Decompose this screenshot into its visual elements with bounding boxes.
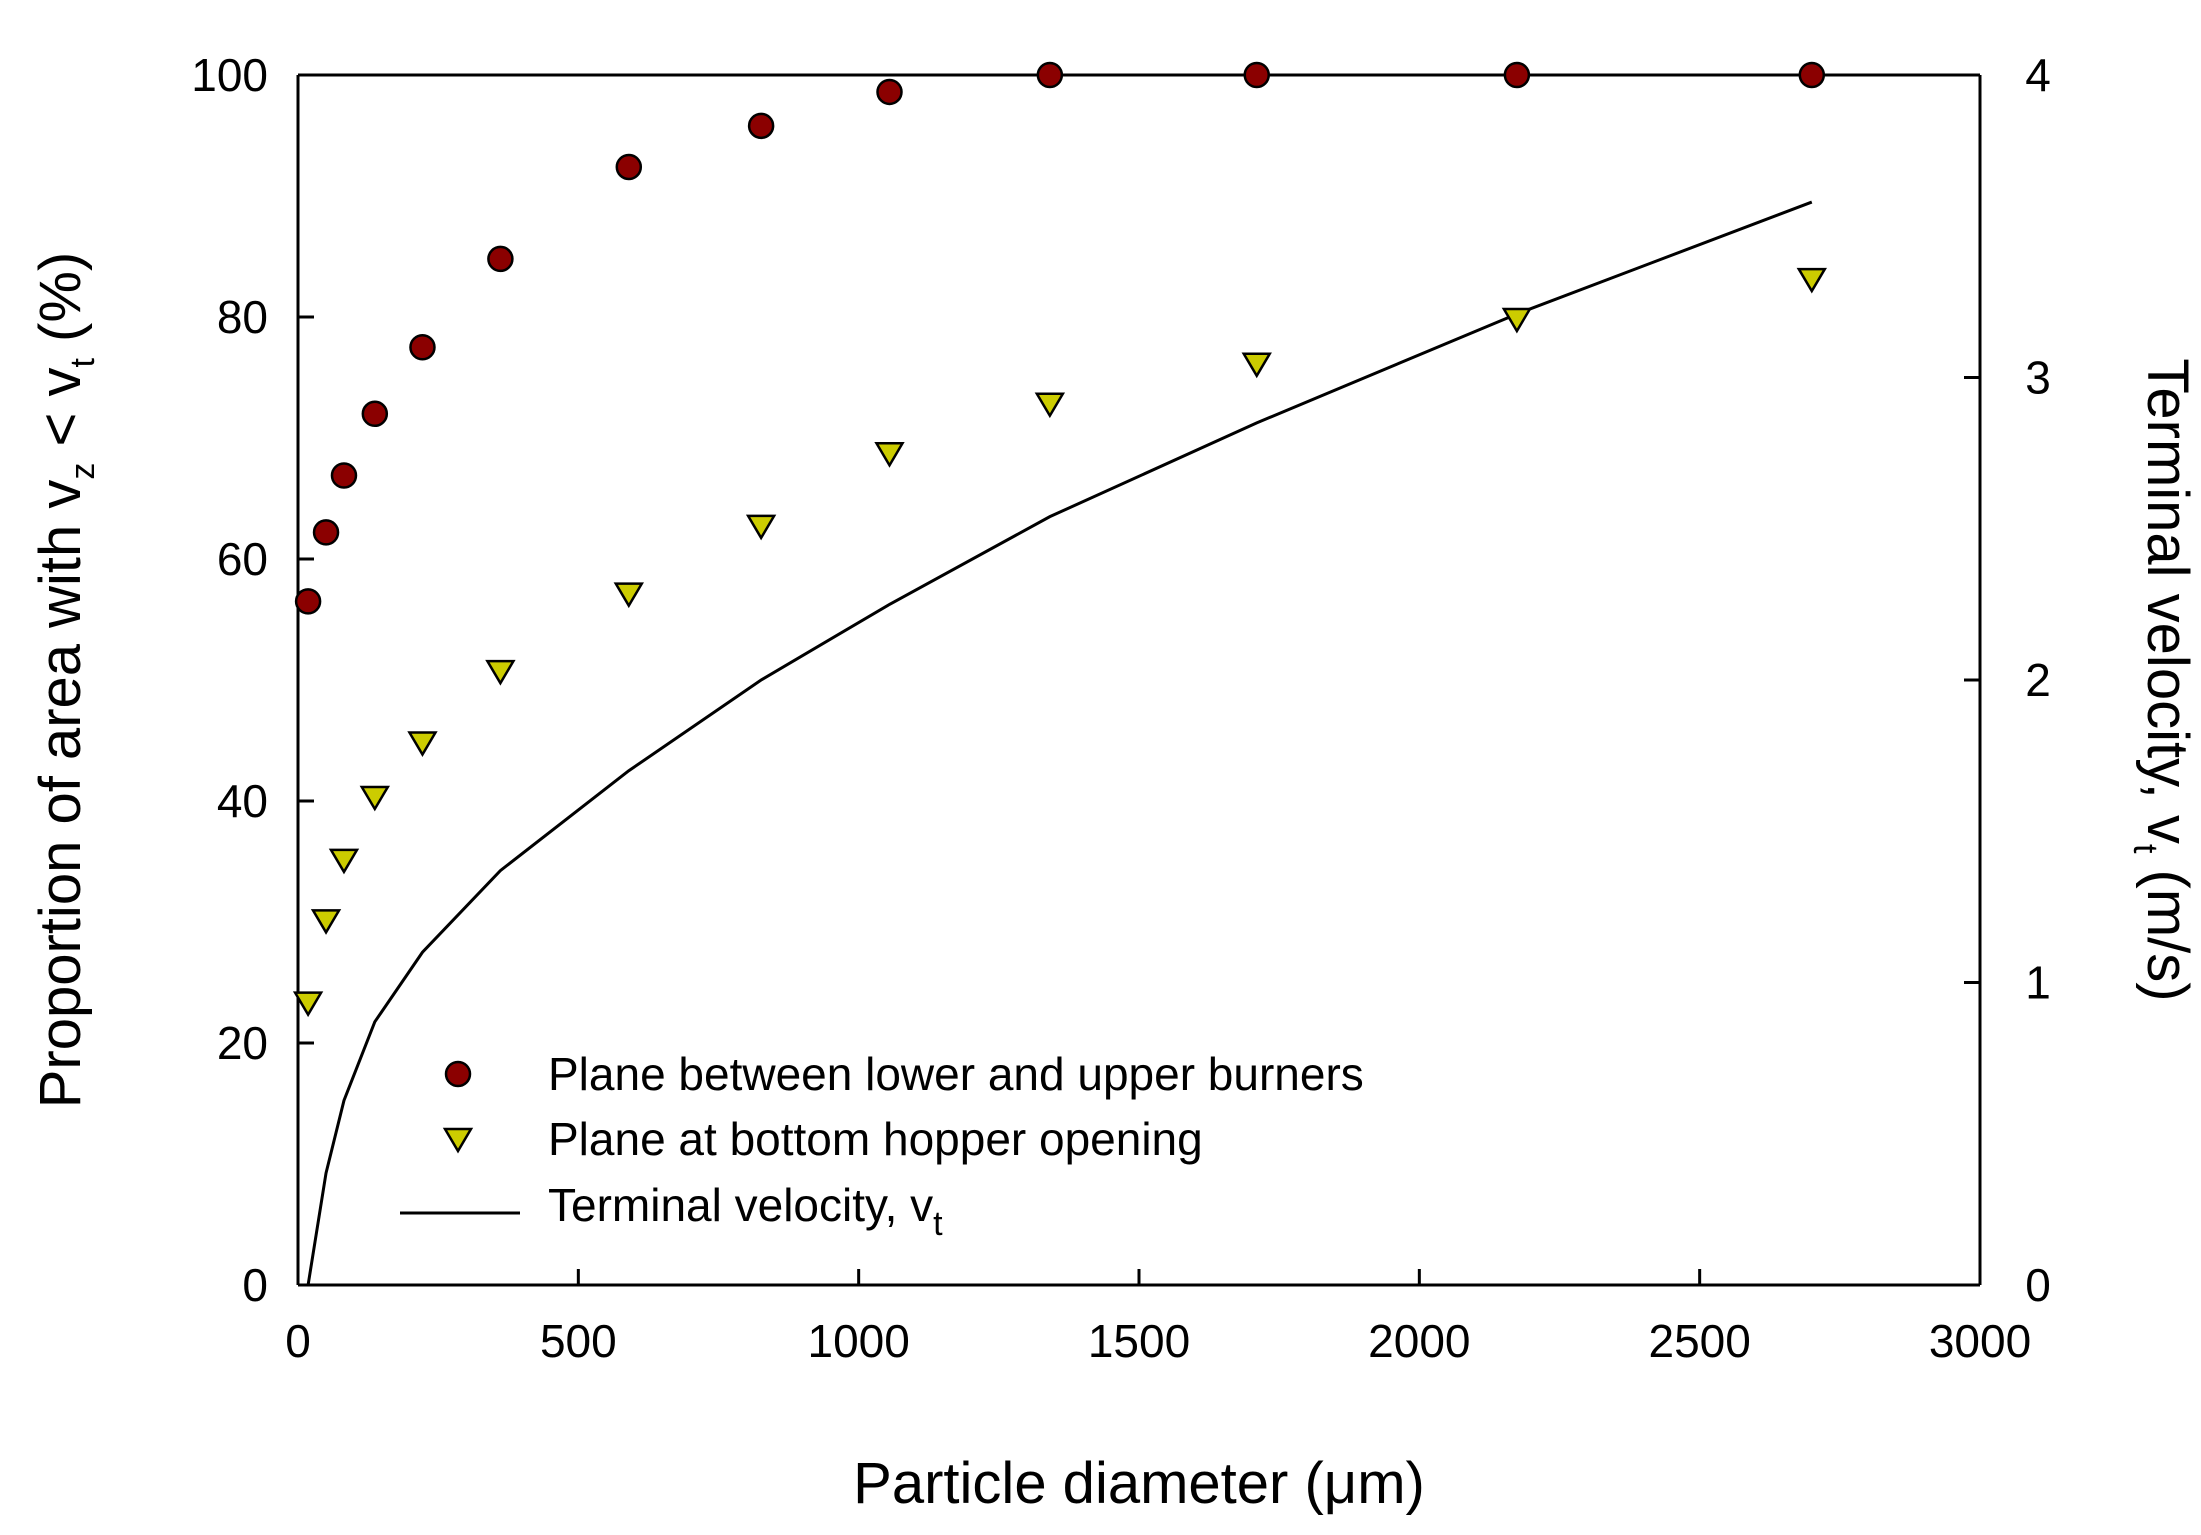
x-tick-label: 2000 (1368, 1315, 1470, 1367)
y-tick-label: 60 (217, 533, 268, 585)
burner-plane-point (312, 519, 340, 546)
x-tick-label: 1000 (807, 1315, 909, 1367)
x-tick-label: 3000 (1929, 1315, 2031, 1367)
burner-plane-point (747, 112, 775, 140)
hopper-plane-point (1501, 307, 1533, 334)
burner-plane-point (1798, 61, 1826, 89)
hopper-plane-point (292, 991, 324, 1018)
y2-tick-label: 1 (2025, 957, 2051, 1009)
hopper-plane-point (613, 582, 644, 609)
burner-plane-point (876, 78, 903, 106)
hopper-plane-point (1241, 352, 1272, 379)
hopper-plane-point (745, 514, 777, 541)
burner-plane-point (409, 334, 436, 361)
burner-plane-point (1243, 61, 1270, 89)
y-tick-label: 20 (217, 1017, 268, 1069)
y-tick-label: 100 (191, 49, 268, 101)
y-axis-title: Proportion of area with vz < vt (%) (28, 252, 102, 1109)
x-tick-label: 0 (285, 1315, 311, 1367)
y2-tick-label: 4 (2025, 49, 2051, 101)
burner-plane-point (615, 153, 643, 181)
y2-tick-label: 0 (2025, 1259, 2051, 1311)
hopper-plane-point (407, 731, 438, 757)
hopper-plane-point (1796, 267, 1827, 294)
x-tick-label: 500 (540, 1315, 617, 1367)
hopper-plane-point (359, 785, 391, 812)
hopper-plane-point (485, 659, 516, 686)
series-layer (292, 61, 1827, 1286)
x-tick-label: 1500 (1088, 1315, 1190, 1367)
hopper-plane-point (310, 909, 342, 935)
axis-ticks: 0 500 1000 1500 2000 2500 30000204060801000123… (191, 49, 2051, 1367)
burner-plane-point (1503, 61, 1531, 89)
y2-axis-title: Terminal velocity, vt (m/s) (2126, 358, 2200, 1001)
burner-plane-point (487, 245, 514, 273)
legend: Plane between lower and upper burners Pl… (400, 1048, 1364, 1243)
legend-label-hopper: Plane at bottom hopper opening (548, 1113, 1203, 1165)
y2-tick-label: 3 (2025, 352, 2051, 404)
hopper-plane-point (1034, 392, 1066, 419)
burner-plane-point (294, 588, 322, 615)
legend-marker-triangle (442, 1127, 474, 1154)
x-tick-label: 2500 (1648, 1315, 1750, 1367)
y-tick-label: 0 (242, 1259, 268, 1311)
hopper-plane-point (874, 442, 905, 468)
legend-marker-circle (444, 1060, 472, 1088)
legend-label-burners: Plane between lower and upper burners (548, 1048, 1364, 1100)
terminal-velocity-line (306, 200, 1813, 1286)
y-tick-label: 40 (217, 775, 268, 827)
burner-plane-point (330, 462, 358, 489)
y-tick-label: 80 (217, 291, 268, 343)
x-axis-title: Particle diameter (μm) (853, 1451, 1425, 1516)
y2-tick-label: 2 (2025, 654, 2051, 706)
legend-label-terminal: Terminal velocity, vt (548, 1179, 943, 1243)
burner-plane-point (1036, 61, 1064, 89)
burner-plane-point (361, 400, 389, 428)
plot-area (296, 73, 1982, 1287)
hopper-plane-point (328, 848, 360, 875)
